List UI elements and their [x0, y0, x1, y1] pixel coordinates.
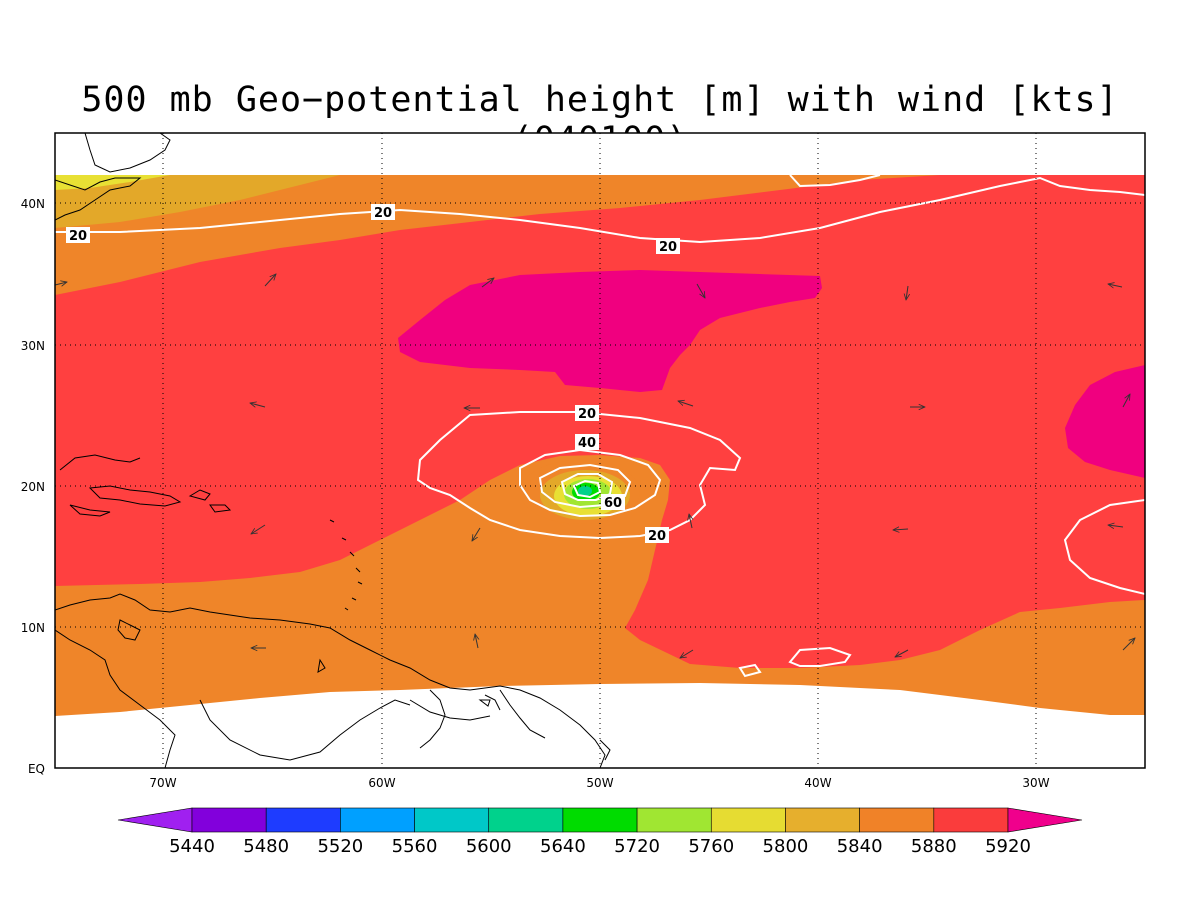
- legend-swatch: [1007, 807, 1083, 833]
- legend-swatch: [785, 807, 860, 833]
- legend-swatch: [340, 807, 415, 833]
- legend-swatch: [933, 807, 1009, 833]
- lon-label: 60W: [368, 776, 395, 790]
- legend-swatch: [562, 807, 638, 833]
- svg-text:20: 20: [578, 407, 596, 422]
- contour-label: 20: [371, 204, 395, 221]
- lat-label: 40N: [21, 197, 45, 211]
- legend-swatch: [488, 807, 564, 833]
- contour-label: 40: [575, 434, 599, 451]
- wind-vectors: [55, 274, 1135, 658]
- legend-label: 5920: [985, 836, 1031, 857]
- lon-label: 70W: [149, 776, 176, 790]
- legend-swatch: [265, 807, 341, 833]
- legend-label: 5880: [911, 836, 957, 857]
- wind-contour-40: [519, 448, 662, 518]
- lon-label: 50W: [586, 776, 613, 790]
- grid-lines: [55, 133, 1145, 768]
- lon-label: 40W: [804, 776, 831, 790]
- lat-label: 30N: [21, 339, 45, 353]
- lon-label: 30W: [1022, 776, 1049, 790]
- wind-contour-20-north: [55, 176, 1145, 244]
- height-band-5920-north: [398, 270, 822, 392]
- contour-label: 20: [66, 227, 90, 244]
- coastlines: [55, 133, 611, 768]
- legend-label: 5760: [688, 836, 734, 857]
- contour-label: 20: [575, 405, 599, 422]
- map-plot-area: 20 20 20 20 40 60 20: [55, 133, 1145, 768]
- lat-label: 20N: [21, 480, 45, 494]
- legend-swatch: [191, 807, 267, 833]
- wind-contour-20-south: [738, 646, 852, 678]
- svg-text:20: 20: [648, 529, 666, 544]
- legend-swatch: [414, 807, 490, 833]
- legend-label: 5560: [392, 836, 438, 857]
- color-legend: 5440 5480 5520 5560 5600 5640 5720 5760 5800 5840…: [117, 807, 1083, 857]
- contour-label: 60: [601, 494, 625, 511]
- wind-contour-20-storm: [416, 411, 742, 540]
- height-band-5800: [55, 175, 340, 228]
- storm-band-5600: [578, 486, 592, 496]
- wind-contour-inner-3: [572, 479, 602, 499]
- svg-text:20: 20: [374, 206, 392, 221]
- legend-label: 5440: [169, 836, 215, 857]
- legend-label: 5720: [614, 836, 660, 857]
- legend-label: 5520: [317, 836, 363, 857]
- height-band-5880: [55, 175, 1145, 668]
- legend-label: 5800: [763, 836, 809, 857]
- legend-swatch: [636, 807, 712, 833]
- contour-labels: 20 20 20 20 40 60 20: [66, 204, 680, 544]
- legend-label: 5840: [837, 836, 883, 857]
- svg-text:60: 60: [604, 496, 622, 511]
- contour-label: 20: [645, 527, 669, 544]
- legend-label: 5480: [243, 836, 289, 857]
- lat-label: 10N: [21, 621, 45, 635]
- legend-swatch: [117, 807, 193, 833]
- wind-contours: [55, 174, 1145, 678]
- legend-label: 5600: [466, 836, 512, 857]
- longitude-labels: 70W 60W 50W 40W 30W: [149, 776, 1049, 790]
- wind-contour-20-ne: [789, 174, 881, 188]
- svg-text:20: 20: [69, 229, 87, 244]
- svg-text:20: 20: [659, 240, 677, 255]
- contour-label: 20: [656, 238, 680, 255]
- svg-text:40: 40: [578, 436, 596, 451]
- legend-swatch: [859, 807, 935, 833]
- latitude-labels: 40N 30N 20N 10N EQ: [21, 197, 45, 776]
- height-band-5760: [55, 175, 170, 190]
- legend-label: 5640: [540, 836, 586, 857]
- legend-swatch: [710, 807, 786, 833]
- plot-frame: [54, 132, 1146, 769]
- lat-label: EQ: [28, 762, 45, 776]
- wind-contour-20-east: [1063, 499, 1145, 595]
